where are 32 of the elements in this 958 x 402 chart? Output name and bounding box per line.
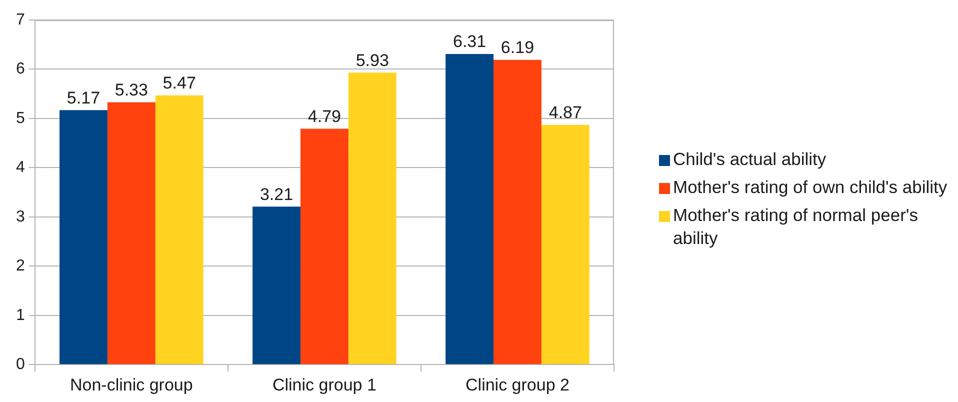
y-tick-label: 0 [16, 356, 25, 374]
bar [494, 60, 542, 364]
legend-label: Child's actual ability [673, 148, 828, 170]
y-tick-label: 6 [16, 60, 25, 78]
y-tick-label: 7 [16, 11, 25, 28]
legend-label: Mother's rating of own child's ability [673, 176, 948, 198]
x-tick-label: Non-clinic group [70, 375, 193, 394]
bar [541, 124, 590, 364]
data-label: 4.79 [308, 106, 341, 126]
y-tick-label: 4 [16, 159, 25, 176]
x-tick-label: Clinic group 2 [466, 375, 570, 394]
bar [60, 110, 108, 364]
data-label: 3.21 [260, 184, 294, 204]
data-label: 5.47 [162, 74, 196, 93]
y-tick-label: 2 [16, 258, 25, 275]
bar [155, 95, 204, 364]
y-tick-label: 5 [16, 110, 25, 127]
x-tick-label: Clinic group 1 [272, 375, 376, 394]
bar [348, 72, 396, 364]
data-label: 4.87 [548, 103, 582, 122]
bar [446, 54, 494, 364]
data-label: 5.17 [66, 88, 100, 108]
data-label: 5.33 [114, 80, 148, 100]
bar [107, 102, 156, 364]
y-tick-label: 1 [16, 306, 25, 324]
bar [252, 206, 300, 364]
legend-label: Mother's rating of normal peer's ability [673, 204, 919, 250]
data-label: 6.31 [453, 32, 486, 52]
data-label: 5.93 [356, 50, 389, 70]
bar [300, 128, 348, 364]
data-label: 6.19 [500, 38, 534, 58]
y-tick-label: 3 [16, 208, 25, 226]
